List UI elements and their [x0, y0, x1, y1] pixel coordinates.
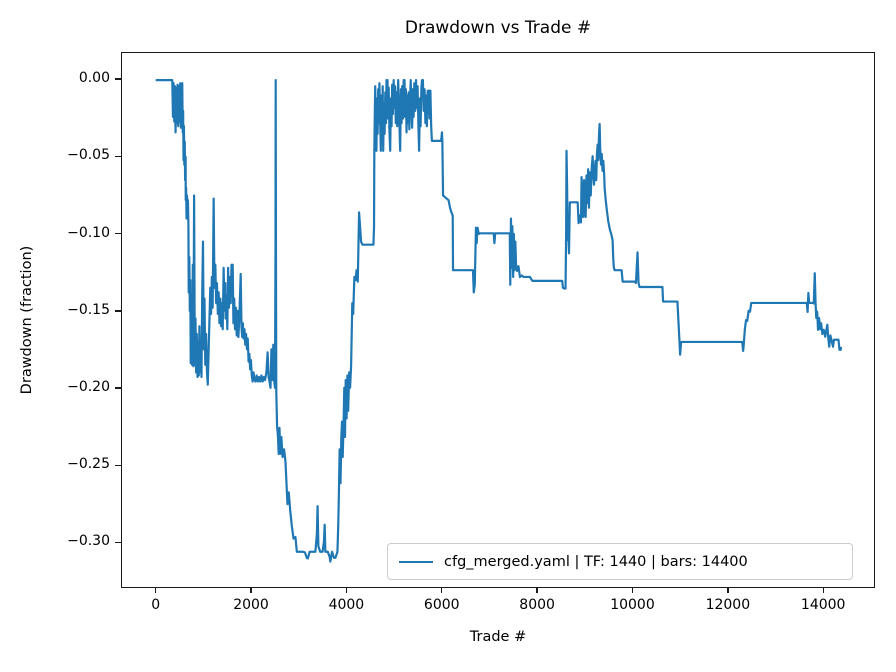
x-tick-label: 2000: [233, 597, 269, 613]
x-tick-label: 14000: [800, 597, 846, 613]
plot-area: [121, 52, 875, 588]
y-tick-mark: [115, 310, 121, 312]
x-tick-mark: [345, 588, 348, 593]
y-tick-label: −0.30: [67, 533, 110, 550]
x-tick-label: 6000: [423, 597, 460, 613]
x-tick-mark: [631, 588, 634, 593]
y-tick-label: −0.25: [67, 456, 110, 473]
y-tick-mark: [115, 78, 121, 80]
drawdown-series-line: [155, 79, 843, 563]
x-tick-label: 10000: [610, 597, 655, 613]
y-tick-label: −0.10: [67, 224, 110, 241]
x-tick-label: 0: [151, 597, 161, 613]
x-tick-mark: [536, 588, 538, 593]
legend-line-sample: [399, 560, 433, 563]
x-tick-mark: [154, 588, 157, 593]
x-tick-label: 12000: [705, 597, 751, 613]
y-tick-label: −0.20: [67, 379, 110, 396]
line-plot-svg: [155, 79, 843, 563]
y-tick-mark: [115, 464, 121, 466]
y-tick-mark: [115, 387, 121, 389]
x-tick-mark: [727, 588, 729, 593]
y-tick-label: −0.15: [67, 301, 110, 318]
y-axis-label: Drawdown (fraction): [19, 245, 35, 395]
y-tick-label: 0.00: [78, 70, 110, 87]
x-tick-label: 8000: [519, 597, 555, 613]
x-tick-label: 4000: [328, 597, 365, 613]
x-axis-label: Trade #: [469, 629, 527, 645]
y-tick-mark: [115, 155, 121, 158]
y-tick-label: −0.05: [67, 147, 110, 164]
y-tick-mark: [115, 541, 121, 544]
legend: cfg_merged.yaml | TF: 1440 | bars: 14400: [387, 543, 853, 580]
y-tick-mark: [115, 232, 121, 235]
x-tick-mark: [822, 588, 824, 593]
x-tick-mark: [441, 588, 443, 593]
legend-label: cfg_merged.yaml | TF: 1440 | bars: 14400: [444, 553, 748, 570]
x-tick-mark: [250, 588, 252, 593]
chart-title: Drawdown vs Trade #: [404, 18, 592, 38]
